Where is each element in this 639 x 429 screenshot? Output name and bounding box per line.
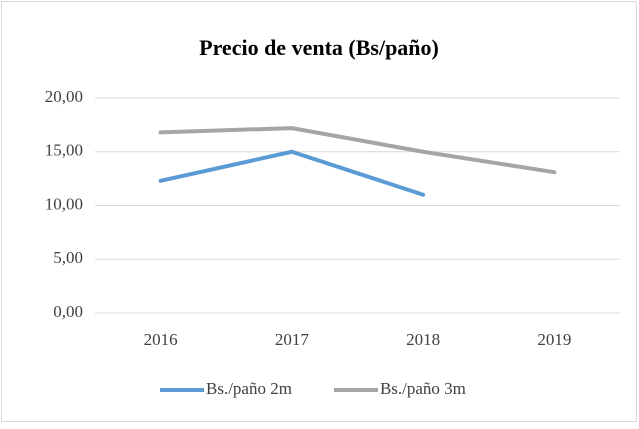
chart-title: Precio de venta (Bs/paño) bbox=[199, 35, 439, 60]
legend-label: Bs./paño 2m bbox=[206, 379, 292, 398]
y-tick-label: 5,00 bbox=[53, 248, 83, 267]
y-tick-label: 0,00 bbox=[53, 302, 83, 321]
series-line bbox=[158, 149, 426, 197]
legend-label: Bs./paño 3m bbox=[380, 379, 466, 398]
y-tick-label: 20,00 bbox=[45, 87, 83, 106]
y-tick-label: 10,00 bbox=[45, 194, 83, 213]
chart-border bbox=[1, 1, 637, 422]
y-tick-label: 15,00 bbox=[45, 141, 83, 160]
x-tick-label: 2017 bbox=[275, 330, 310, 349]
x-tick-label: 2019 bbox=[537, 330, 571, 349]
series-line bbox=[158, 126, 557, 175]
x-tick-label: 2018 bbox=[406, 330, 440, 349]
x-tick-label: 2016 bbox=[144, 330, 178, 349]
